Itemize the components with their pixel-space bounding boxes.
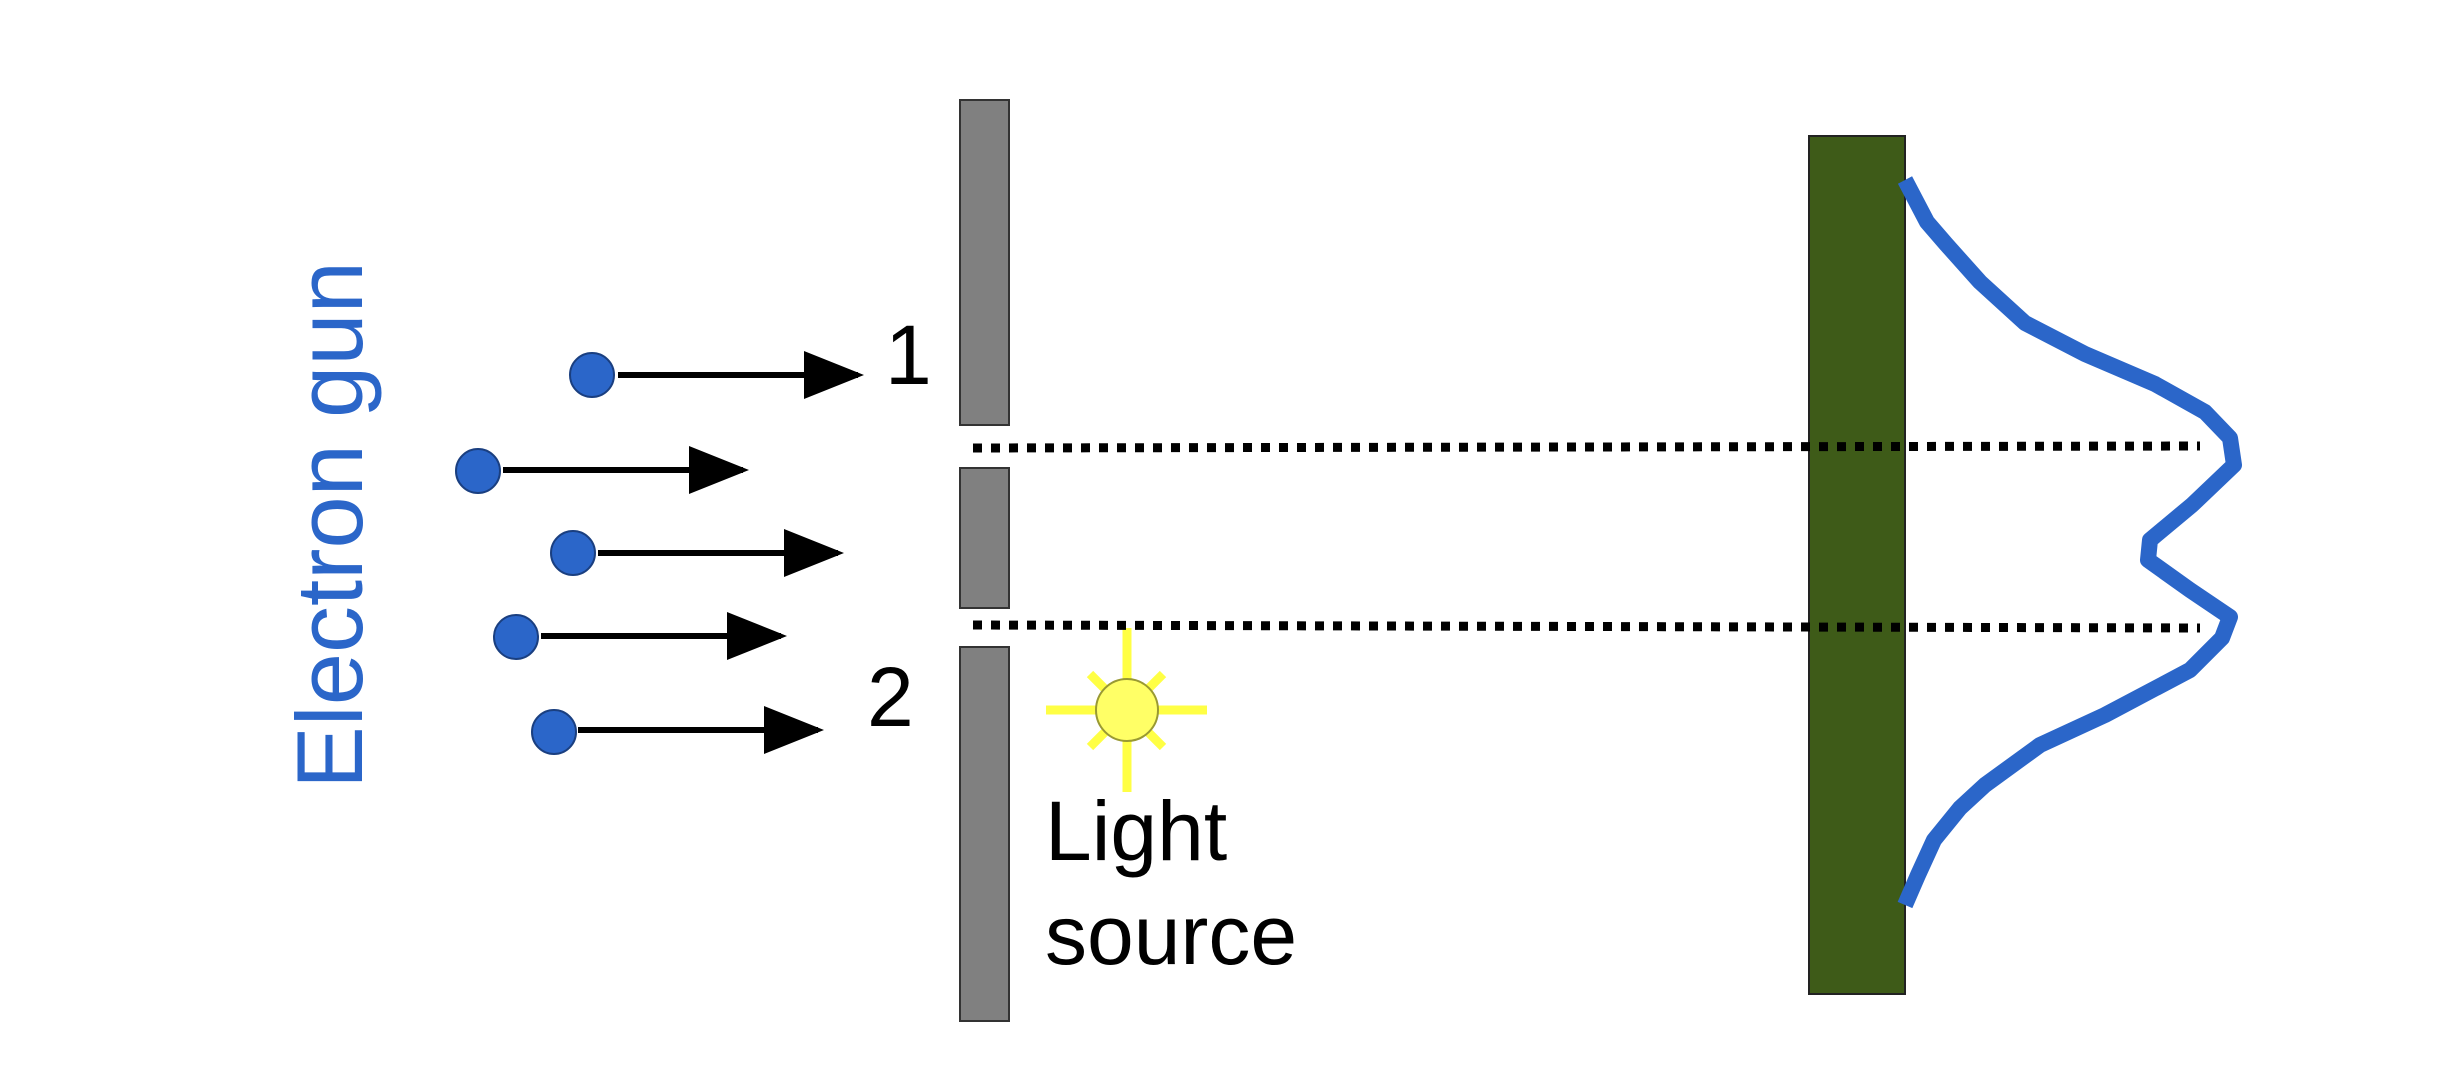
dotted-line-top bbox=[972, 441, 2201, 453]
detection-screen bbox=[1808, 135, 1906, 995]
slit-1-label: 1 bbox=[885, 308, 932, 402]
electron bbox=[550, 530, 596, 576]
electron bbox=[569, 352, 615, 398]
electron bbox=[531, 709, 577, 755]
slit-barrier bbox=[959, 99, 1010, 1022]
light-source-icon bbox=[1046, 628, 1207, 792]
barrier-top-segment bbox=[959, 99, 1010, 426]
dotted-line-bottom bbox=[972, 620, 2201, 633]
electron bbox=[493, 614, 539, 660]
electron bbox=[455, 448, 501, 494]
electron-group bbox=[455, 351, 864, 755]
light-source-label-line2: source bbox=[1045, 888, 1297, 982]
electron-gun-label: Electron gun bbox=[277, 261, 382, 789]
light-source-label-line1: Light bbox=[1045, 784, 1227, 878]
slit-2-label: 2 bbox=[867, 650, 914, 744]
barrier-middle-segment bbox=[959, 467, 1010, 609]
barrier-bottom-segment bbox=[959, 646, 1010, 1022]
intensity-pattern-curve bbox=[1897, 176, 2242, 909]
